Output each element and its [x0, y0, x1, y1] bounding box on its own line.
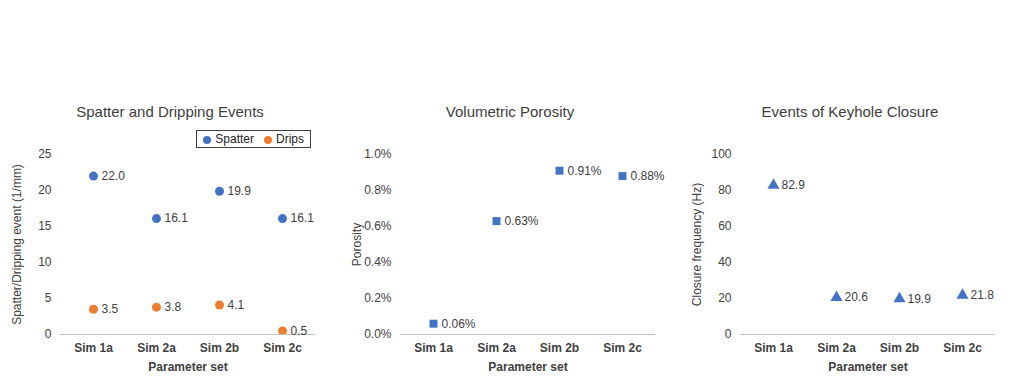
svg-text:Sim 2c: Sim 2c [263, 341, 302, 355]
svg-text:Porosity: Porosity [350, 223, 364, 266]
svg-text:4.1: 4.1 [228, 298, 245, 312]
svg-text:Sim 1a: Sim 1a [754, 341, 793, 355]
svg-text:Sim 2b: Sim 2b [200, 341, 239, 355]
svg-text:15: 15 [38, 219, 52, 233]
svg-text:Sim 1a: Sim 1a [74, 341, 113, 355]
svg-text:Parameter set: Parameter set [148, 360, 227, 374]
svg-text:Sim 2a: Sim 2a [817, 341, 856, 355]
svg-text:0.6%: 0.6% [364, 219, 392, 233]
svg-text:16.1: 16.1 [291, 211, 315, 225]
svg-text:20: 20 [718, 291, 732, 305]
svg-text:0.4%: 0.4% [364, 255, 392, 269]
svg-text:Parameter set: Parameter set [828, 360, 907, 374]
svg-text:0.88%: 0.88% [631, 169, 665, 183]
svg-text:0.5: 0.5 [291, 324, 308, 338]
svg-text:0.06%: 0.06% [442, 317, 476, 331]
svg-text:82.9: 82.9 [782, 178, 806, 192]
svg-text:25: 25 [38, 147, 52, 161]
svg-text:Parameter set: Parameter set [488, 360, 567, 374]
svg-text:0.63%: 0.63% [505, 214, 539, 228]
svg-text:20.6: 20.6 [845, 290, 869, 304]
svg-text:Sim 2a: Sim 2a [477, 341, 516, 355]
svg-text:22.0: 22.0 [102, 169, 126, 183]
svg-text:Sim 2b: Sim 2b [540, 341, 579, 355]
svg-text:0.8%: 0.8% [364, 183, 392, 197]
svg-text:21.8: 21.8 [971, 288, 995, 302]
svg-text:Sim 2a: Sim 2a [137, 341, 176, 355]
svg-text:0.0%: 0.0% [364, 327, 392, 341]
svg-text:Spatter/Dripping event (1/mm): Spatter/Dripping event (1/mm) [10, 164, 24, 325]
svg-text:10: 10 [38, 255, 52, 269]
html-text:Spatter: Spatter [215, 132, 254, 146]
svg-text:Sim 1a: Sim 1a [414, 341, 453, 355]
svg-text:Closure frequency (Hz): Closure frequency (Hz) [690, 183, 704, 306]
svg-text:3.8: 3.8 [165, 300, 182, 314]
svg-text:0.91%: 0.91% [568, 164, 602, 178]
svg-text:20: 20 [38, 183, 52, 197]
svg-text:0.2%: 0.2% [364, 291, 392, 305]
svg-text:19.9: 19.9 [908, 292, 932, 306]
svg-text:Sim 2c: Sim 2c [603, 341, 642, 355]
svg-text:19.9: 19.9 [228, 184, 252, 198]
html-text:Drips: Drips [276, 132, 304, 146]
html-text:Spatter and Dripping Events: Spatter and Dripping Events [76, 103, 264, 120]
svg-text:40: 40 [718, 255, 732, 269]
svg-text:Sim 2b: Sim 2b [880, 341, 919, 355]
svg-text:0: 0 [45, 327, 52, 341]
svg-text:3.5: 3.5 [102, 302, 119, 316]
html-text:Events of Keyhole Closure: Events of Keyhole Closure [761, 103, 939, 120]
svg-text:Sim 2c: Sim 2c [943, 341, 982, 355]
svg-text:100: 100 [711, 147, 731, 161]
html-text:Volumetric Porosity: Volumetric Porosity [445, 103, 575, 120]
svg-text:60: 60 [718, 219, 732, 233]
svg-text:0: 0 [725, 327, 732, 341]
svg-text:5: 5 [45, 291, 52, 305]
svg-text:80: 80 [718, 183, 732, 197]
svg-text:16.1: 16.1 [165, 211, 189, 225]
svg-text:1.0%: 1.0% [364, 147, 392, 161]
